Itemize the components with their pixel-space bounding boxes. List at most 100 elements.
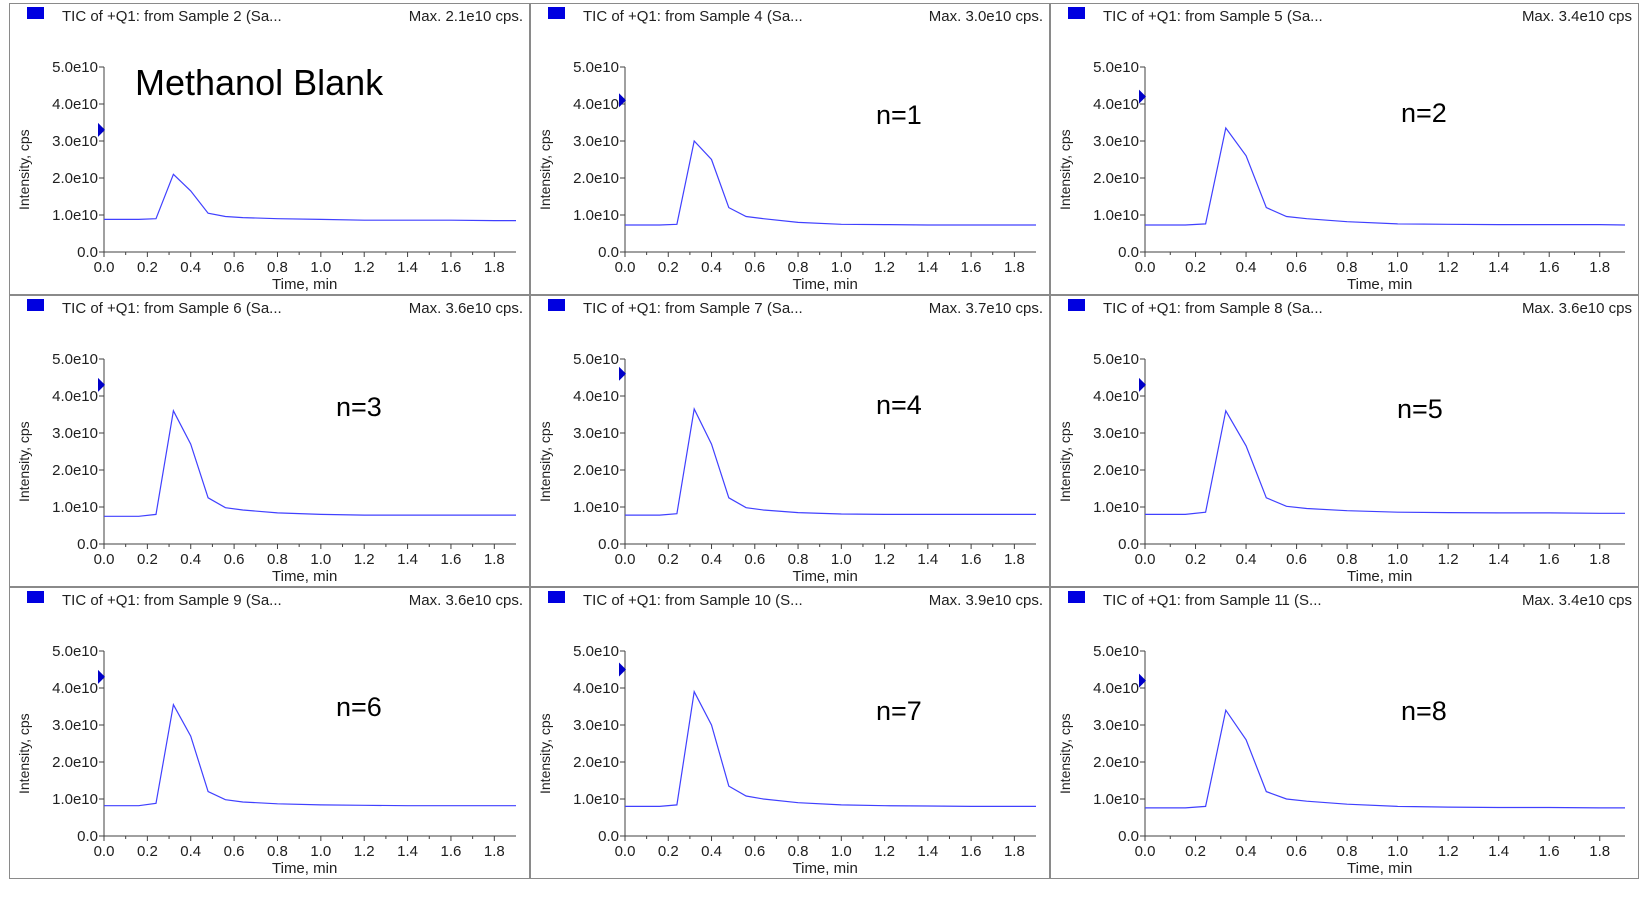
x-tick-label: 1.0 [310, 259, 331, 276]
y-tick-label: 3.0e10 [1093, 133, 1139, 150]
chart-svg: 0.0 1.0e10 2.0e10 3.0e10 4.0e10 5.0e10 0.0 0.2 0… [573, 643, 1037, 860]
max-intensity-marker[interactable] [1139, 673, 1146, 688]
chart-panel[interactable]: TIC of +Q1: from Sample 9 (Sa... Max. 3.6… [9, 587, 530, 879]
sample-annotation: n=8 [1401, 696, 1447, 726]
chart-panel[interactable]: TIC of +Q1: from Sample 4 (Sa... Max. 3.0… [530, 3, 1050, 295]
max-intensity-marker[interactable] [1139, 89, 1146, 104]
y-axis-label: Intensity, cps [537, 713, 553, 794]
x-tick-label: 1.8 [1004, 551, 1025, 568]
x-tick-label: 0.8 [788, 551, 809, 568]
chart-title: TIC of +Q1: from Sample 11 (S... [1103, 592, 1322, 609]
y-tick-label: 1.0e10 [1093, 499, 1139, 516]
max-intensity-marker[interactable] [1139, 377, 1146, 392]
x-tick-label: 0.8 [1337, 843, 1358, 860]
tic-trace-line [625, 689, 1036, 807]
max-intensity-marker[interactable] [619, 366, 626, 381]
y-axis-label: Intensity, cps [16, 713, 32, 794]
max-intensity-label: Max. 3.4e10 cps [1521, 8, 1632, 25]
x-tick-label: 0.6 [1286, 551, 1307, 568]
x-tick-label: 1.2 [1438, 551, 1459, 568]
x-tick-label: 0.2 [137, 843, 158, 860]
x-tick-label: 1.8 [1589, 843, 1610, 860]
y-tick-label: 5.0e10 [1093, 643, 1139, 660]
y-tick-label: 4.0e10 [573, 388, 619, 405]
max-intensity-marker[interactable] [98, 377, 105, 392]
max-intensity-marker[interactable] [98, 669, 105, 684]
x-axis-label: Time, min [1347, 568, 1413, 585]
x-tick-label: 0.0 [615, 551, 636, 568]
y-tick-label: 5.0e10 [52, 351, 98, 368]
chart-title: TIC of +Q1: from Sample 10 (S... [583, 592, 803, 609]
max-intensity-marker[interactable] [619, 662, 626, 677]
max-intensity-label: Max. 3.6e10 cps [1521, 300, 1632, 317]
x-tick-label: 1.0 [831, 259, 852, 276]
y-tick-label: 1.0e10 [573, 791, 619, 808]
x-tick-label: 0.6 [744, 843, 765, 860]
chart-panel[interactable]: TIC of +Q1: from Sample 5 (Sa... Max. 3.4… [1050, 3, 1639, 295]
chart-panel[interactable]: TIC of +Q1: from Sample 7 (Sa... Max. 3.7… [530, 295, 1050, 587]
y-tick-label: 4.0e10 [573, 680, 619, 697]
y-tick-label: 0.0 [1118, 244, 1139, 261]
y-tick-label: 2.0e10 [573, 754, 619, 771]
x-tick-label: 0.8 [1337, 551, 1358, 568]
x-axis-label: Time, min [792, 568, 858, 585]
trace-color-square [27, 299, 44, 311]
y-tick-label: 1.0e10 [52, 791, 98, 808]
y-tick-label: 4.0e10 [52, 388, 98, 405]
x-tick-label: 0.4 [180, 551, 201, 568]
y-tick-label: 1.0e10 [52, 207, 98, 224]
y-tick-label: 3.0e10 [52, 133, 98, 150]
x-tick-label: 0.0 [1135, 551, 1156, 568]
chart-panel[interactable]: TIC of +Q1: from Sample 11 (S... Max. 3.4… [1050, 587, 1639, 879]
y-tick-label: 4.0e10 [1093, 680, 1139, 697]
x-tick-label: 1.2 [1438, 843, 1459, 860]
trace-color-square [548, 299, 565, 311]
y-tick-label: 0.0 [77, 536, 98, 553]
chart-svg: 0.0 1.0e10 2.0e10 3.0e10 4.0e10 5.0e10 0.0 0.2 0… [573, 59, 1037, 276]
y-tick-label: 5.0e10 [573, 59, 619, 76]
chart-panel[interactable]: TIC of +Q1: from Sample 6 (Sa... Max. 3.6… [9, 295, 530, 587]
tic-trace-line [1145, 708, 1625, 809]
max-intensity-label: Max. 2.1e10 cps. [408, 8, 523, 25]
x-tick-label: 1.8 [1004, 259, 1025, 276]
y-tick-label: 3.0e10 [1093, 425, 1139, 442]
tic-trace-line [104, 408, 516, 517]
chart-title: TIC of +Q1: from Sample 7 (Sa... [583, 300, 803, 317]
x-tick-label: 0.0 [615, 843, 636, 860]
x-tick-label: 1.2 [354, 551, 375, 568]
chart-title: TIC of +Q1: from Sample 6 (Sa... [62, 300, 282, 317]
x-axis-label: Time, min [272, 860, 338, 877]
x-tick-label: 0.6 [744, 551, 765, 568]
y-tick-label: 1.0e10 [52, 499, 98, 516]
chart-panel[interactable]: TIC of +Q1: from Sample 10 (S... Max. 3.9… [530, 587, 1050, 879]
chart-title: TIC of +Q1: from Sample 8 (Sa... [1103, 300, 1323, 317]
x-tick-label: 0.2 [1185, 259, 1206, 276]
x-tick-label: 0.8 [267, 551, 288, 568]
max-intensity-marker[interactable] [98, 122, 105, 137]
x-tick-label: 1.0 [831, 843, 852, 860]
x-tick-label: 0.4 [180, 843, 201, 860]
y-tick-label: 4.0e10 [52, 96, 98, 113]
x-tick-label: 1.8 [484, 843, 505, 860]
y-tick-label: 0.0 [598, 244, 619, 261]
chart-panel[interactable]: TIC of +Q1: from Sample 2 (Sa... Max. 2.1… [9, 3, 530, 295]
y-tick-label: 3.0e10 [573, 717, 619, 734]
sample-annotation: n=4 [876, 390, 922, 420]
x-tick-label: 0.0 [1135, 843, 1156, 860]
x-axis-label: Time, min [272, 276, 338, 293]
chart-panel[interactable]: TIC of +Q1: from Sample 8 (Sa... Max. 3.6… [1050, 295, 1639, 587]
x-tick-label: 1.2 [874, 259, 895, 276]
x-tick-label: 0.8 [267, 843, 288, 860]
trace-color-square [1068, 299, 1085, 311]
max-intensity-marker[interactable] [619, 93, 626, 108]
y-tick-label: 3.0e10 [573, 425, 619, 442]
chart-title: TIC of +Q1: from Sample 2 (Sa... [62, 8, 282, 25]
x-tick-label: 0.6 [224, 551, 245, 568]
y-tick-label: 0.0 [598, 828, 619, 845]
x-tick-label: 0.4 [701, 551, 722, 568]
trace-color-square [1068, 7, 1085, 19]
x-tick-label: 1.2 [1438, 259, 1459, 276]
y-axis-label: Intensity, cps [1057, 129, 1073, 210]
sample-annotation: n=1 [876, 100, 922, 130]
x-axis-label: Time, min [1347, 276, 1413, 293]
